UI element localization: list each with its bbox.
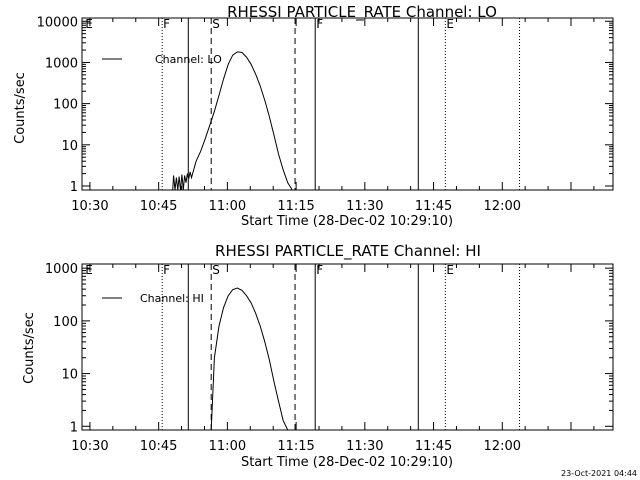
hi-x-tick-label: 11:15 <box>277 439 314 454</box>
hi-y-tick-label: 1000 <box>45 262 78 277</box>
hi-channel-panel: RHESSI PARTICLE_RATE Channel: HI Counts/… <box>22 242 614 470</box>
lo-plot-frame <box>81 17 614 191</box>
lo-x-tick-label: 10:30 <box>71 199 108 214</box>
lo-series-line <box>172 51 293 191</box>
lo-y-tick-label: 1 <box>70 180 78 195</box>
hi-y-tick-label: 1 <box>70 420 78 435</box>
lo-x-axis-label: Start Time (28-Dec-02 10:29:10) <box>241 214 453 229</box>
hi-x-tick-label: 11:00 <box>209 439 246 454</box>
hi-x-tick-label: 10:30 <box>71 439 108 454</box>
hi-series-line <box>210 287 289 431</box>
lo-x-tick-label: 10:45 <box>140 199 177 214</box>
lo-marker-label: E <box>446 17 454 31</box>
hi-marker-label: E <box>85 263 93 277</box>
hi-marker-label: F <box>163 263 170 277</box>
lo-x-tick-label: 11:30 <box>346 199 383 214</box>
hi-marker-label: E <box>446 263 454 277</box>
lo-x-tick-label: 12:00 <box>484 199 521 214</box>
lo-x-tick-label: 11:15 <box>277 199 314 214</box>
lo-y-axis-label: Counts/sec <box>13 72 28 144</box>
lo-marker-label: E <box>85 17 93 31</box>
generation-timestamp: 23-Oct-2021 04:44 <box>561 469 637 478</box>
hi-legend-label: Channel: HI <box>140 292 204 305</box>
hi-y-tick-label: 10 <box>61 368 78 383</box>
lo-chart-title: RHESSI PARTICLE_RATE Channel: LO <box>227 3 497 22</box>
hi-y-tick-label: 100 <box>53 315 78 330</box>
hi-plot-frame <box>81 263 614 431</box>
lo-y-tick-label: 10 <box>61 139 78 154</box>
hi-x-tick-label: 12:00 <box>484 439 521 454</box>
hi-chart-title: RHESSI PARTICLE_RATE Channel: HI <box>215 242 481 261</box>
hi-x-tick-label: 11:30 <box>346 439 383 454</box>
lo-channel-panel: RHESSI PARTICLE_RATE Channel: LO Counts/… <box>13 3 614 229</box>
lo-y-tick-label: 1000 <box>45 56 78 71</box>
lo-marker-label: F <box>163 17 170 31</box>
lo-y-tick-label: 100 <box>53 98 78 113</box>
hi-x-tick-label: 10:45 <box>140 439 177 454</box>
hi-x-tick-label: 11:45 <box>415 439 452 454</box>
lo-x-tick-label: 11:00 <box>209 199 246 214</box>
hi-marker-label: S <box>212 263 220 277</box>
lo-marker-label: F <box>316 17 323 31</box>
lo-y-tick-label: 10000 <box>37 15 78 30</box>
hi-marker-label: F <box>316 263 323 277</box>
hi-x-axis-label: Start Time (28-Dec-02 10:29:10) <box>241 455 453 470</box>
lo-x-tick-label: 11:45 <box>415 199 452 214</box>
hi-y-axis-label: Counts/sec <box>22 312 37 384</box>
lo-marker-label: S <box>212 17 220 31</box>
